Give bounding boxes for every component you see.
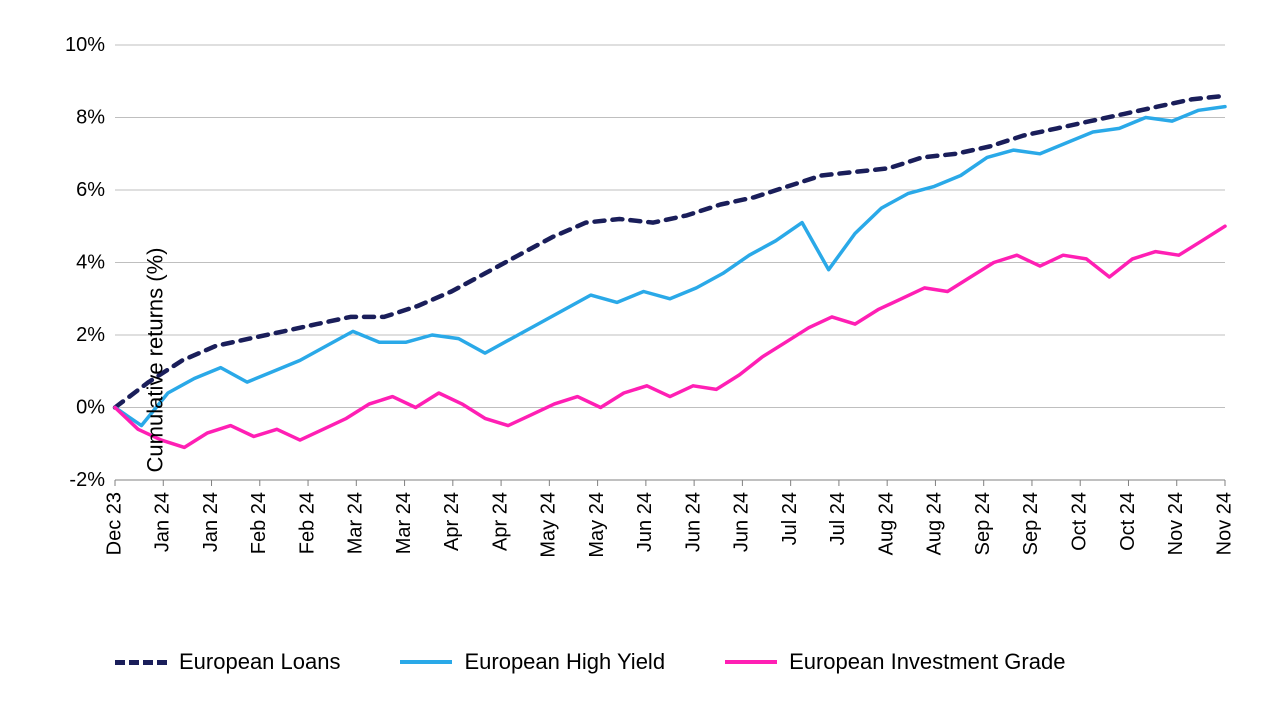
- svg-text:Oct 24: Oct 24: [1117, 492, 1139, 551]
- svg-text:Mar 24: Mar 24: [345, 492, 367, 554]
- svg-text:Nov 24: Nov 24: [1213, 492, 1235, 555]
- legend-swatch-ig: [725, 660, 777, 664]
- legend-label: European High Yield: [464, 649, 665, 675]
- svg-text:Aug 24: Aug 24: [875, 492, 897, 555]
- svg-text:Oct 24: Oct 24: [1068, 492, 1090, 551]
- legend-item-loans: European Loans: [115, 649, 340, 675]
- svg-text:May 24: May 24: [538, 492, 560, 558]
- chart-legend: European Loans European High Yield Europ…: [115, 649, 1065, 675]
- svg-text:10%: 10%: [65, 35, 105, 56]
- legend-swatch-loans: [115, 660, 167, 665]
- legend-item-hy: European High Yield: [400, 649, 665, 675]
- legend-item-ig: European Investment Grade: [725, 649, 1065, 675]
- svg-text:2%: 2%: [76, 324, 105, 346]
- chart-svg: -2% 0% 2% 4% 6% 8% 10% Dec 23 Jan 24 Jan 24 Feb 24…: [35, 35, 1245, 615]
- svg-text:Nov 24: Nov 24: [1165, 492, 1187, 555]
- svg-text:6%: 6%: [76, 179, 105, 201]
- svg-text:8%: 8%: [76, 107, 105, 129]
- svg-text:Jan 24: Jan 24: [200, 492, 222, 552]
- svg-text:4%: 4%: [76, 252, 105, 274]
- svg-text:-2%: -2%: [69, 469, 105, 491]
- svg-text:Sep 24: Sep 24: [1020, 492, 1042, 555]
- svg-text:Jan 24: Jan 24: [152, 492, 174, 552]
- legend-swatch-hy: [400, 660, 452, 664]
- svg-text:Apr 24: Apr 24: [489, 492, 511, 551]
- svg-text:Feb 24: Feb 24: [248, 492, 270, 554]
- svg-text:May 24: May 24: [586, 492, 608, 558]
- svg-text:Jun 24: Jun 24: [682, 492, 704, 552]
- y-axis-title: Cumulative returns (%): [142, 248, 168, 473]
- svg-text:Mar 24: Mar 24: [393, 492, 415, 554]
- returns-chart: Cumulative returns (%) -2% 0% 2% 4% 6% 8% 10% D…: [35, 35, 1245, 685]
- svg-text:Aug 24: Aug 24: [924, 492, 946, 555]
- legend-label: European Investment Grade: [789, 649, 1065, 675]
- legend-label: European Loans: [179, 649, 340, 675]
- svg-text:Jul 24: Jul 24: [779, 492, 801, 545]
- svg-text:Jul 24: Jul 24: [827, 492, 849, 545]
- svg-text:Jun 24: Jun 24: [731, 492, 753, 552]
- svg-text:Feb 24: Feb 24: [296, 492, 318, 554]
- svg-text:Dec 23: Dec 23: [103, 492, 125, 555]
- svg-text:Sep 24: Sep 24: [972, 492, 994, 555]
- svg-text:0%: 0%: [76, 397, 105, 419]
- svg-text:Apr 24: Apr 24: [441, 492, 463, 551]
- svg-text:Jun 24: Jun 24: [634, 492, 656, 552]
